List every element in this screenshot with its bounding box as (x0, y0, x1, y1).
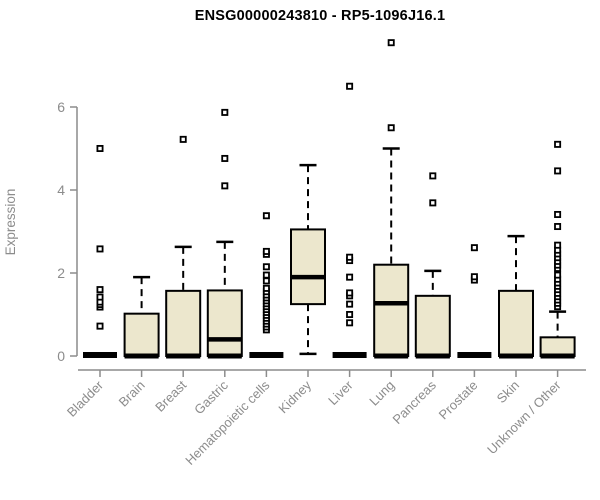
zero-bar-bladder (83, 352, 117, 358)
outlier-point-prostate (470, 244, 478, 252)
category-label-brain: Brain (116, 378, 148, 410)
outlier-point-liver (346, 289, 354, 297)
box-kidney (290, 228, 326, 306)
box-pancreas (414, 294, 451, 358)
category-label-lung: Lung (366, 378, 397, 409)
outlier-point-breast (179, 135, 187, 143)
outlier-point-lung (387, 39, 395, 47)
outlier-point-liver (346, 319, 354, 327)
category-label-liver: Liver (325, 377, 356, 408)
y-tick-label: 0 (57, 348, 65, 364)
outlier-point-bladder (96, 322, 104, 330)
box-gastric (206, 289, 243, 357)
outlier-point-unknown-other (554, 167, 562, 175)
category-label-breast: Breast (152, 377, 189, 414)
y-axis-label: Expression (3, 189, 18, 256)
outlier-point-bladder (96, 286, 104, 294)
outlier-point-gastric (221, 182, 229, 190)
zero-bar-hematopoietic-cells (249, 352, 284, 358)
outlier-point-gastric (221, 108, 229, 116)
outlier-point-unknown-other (554, 140, 562, 148)
category-label-skin: Skin (494, 378, 522, 406)
outlier-point-unknown-other (554, 223, 562, 231)
outlier-point-hematopoietic-cells (262, 212, 270, 220)
outlier-point-liver (346, 310, 354, 318)
y-tick-label: 2 (57, 265, 65, 281)
outlier-point-pancreas (429, 199, 437, 207)
outlier-point-unknown-other (554, 210, 562, 218)
outlier-point-pancreas (429, 172, 437, 180)
box-breast (165, 289, 202, 357)
box-unknown-other (539, 336, 576, 358)
outlier-point-liver (346, 273, 354, 281)
outlier-point-bladder (96, 144, 104, 152)
category-label-bladder: Bladder (64, 377, 107, 420)
category-label-prostate: Prostate (436, 378, 481, 423)
outlier-point-bladder (96, 293, 104, 301)
box-brain (123, 312, 160, 358)
category-label-unknown-other: Unknown / Other (484, 377, 564, 457)
outlier-point-gastric (221, 154, 229, 162)
outlier-point-liver (346, 300, 354, 308)
box-lung (373, 263, 410, 358)
outlier-point-hematopoietic-cells (262, 263, 270, 271)
box-skin (498, 289, 534, 357)
outlier-point-prostate (470, 273, 478, 281)
outlier-point-hematopoietic-cells (262, 271, 270, 279)
category-label-kidney: Kidney (275, 377, 314, 416)
y-tick-label: 4 (57, 182, 65, 198)
category-label-pancreas: Pancreas (389, 377, 439, 427)
outlier-point-lung (387, 124, 395, 132)
outlier-point-hematopoietic-cells (262, 277, 270, 285)
outlier-point-hematopoietic-cells (262, 284, 270, 292)
outlier-point-hematopoietic-cells (262, 247, 270, 255)
outlier-point-liver (346, 253, 354, 261)
outlier-point-unknown-other (554, 241, 562, 249)
y-tick-label: 6 (57, 99, 65, 115)
outlier-point-liver (346, 82, 354, 90)
chart-title: ENSG00000243810 - RP5-1096J16.1 (194, 8, 446, 24)
category-label-gastric: Gastric (191, 377, 231, 417)
outlier-point-unknown-other (554, 271, 562, 279)
outlier-point-bladder (96, 245, 104, 253)
zero-bar-liver (332, 352, 367, 358)
zero-bar-prostate (457, 352, 492, 358)
